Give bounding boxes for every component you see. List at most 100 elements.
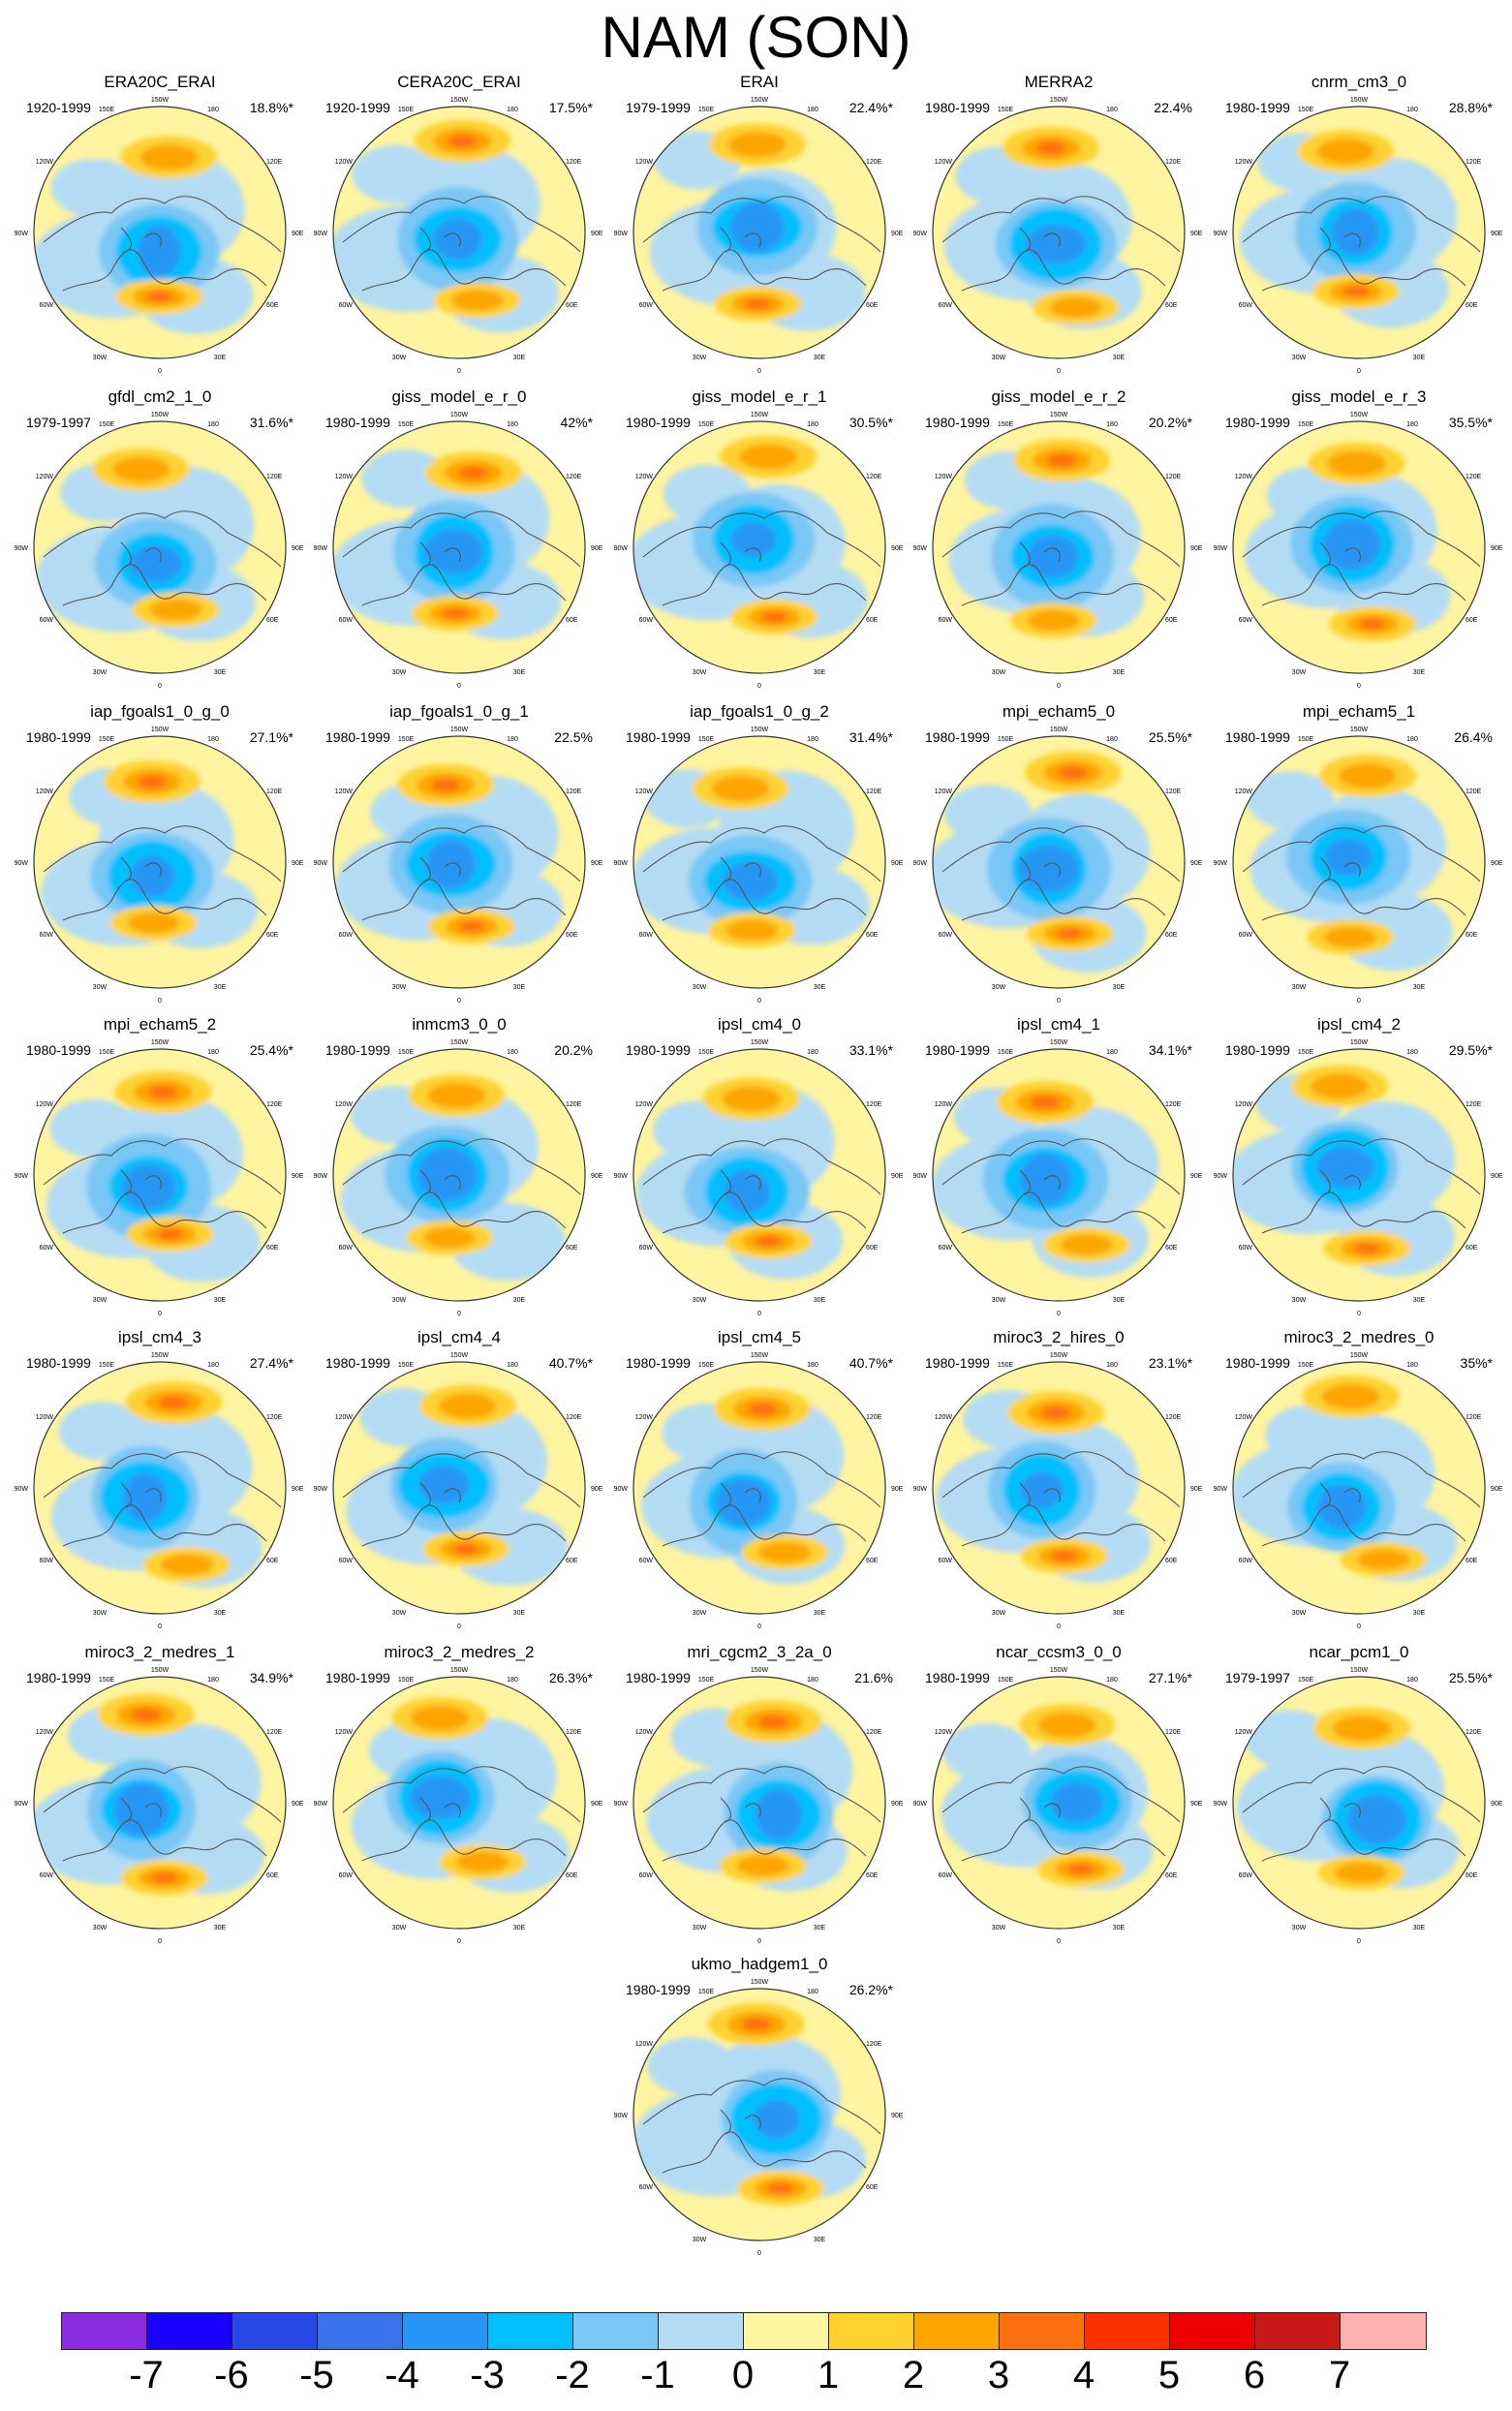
longitude-label: 90W (314, 860, 327, 867)
longitude-label: 0 (1057, 368, 1061, 373)
panel-title: ipsl_cm4_2 (1317, 1015, 1401, 1034)
polar-stereographic-map: 150W 180 150E 120W 120E 90W 90E 60W 60E 30W 30E 0 (1214, 412, 1503, 688)
longitude-label: 30W (693, 1925, 707, 1932)
longitude-label: 120W (36, 474, 54, 480)
longitude-label: 90E (891, 1486, 904, 1493)
negative-anomaly-contour (1247, 771, 1335, 830)
longitude-label: 150W (151, 1352, 170, 1359)
polar-stereographic-map: 150W 180 150E 120W 120E 90W 90E 60W 60E 30W 30E 0 (15, 97, 304, 373)
map-boundary (633, 1048, 886, 1302)
longitude-label: 150W (450, 1039, 469, 1046)
map-panel: 150W 180 150E 120W 120E 90W 90E 60W 60E 30W 30E 0 gi… (1214, 387, 1504, 688)
colorbar-tick-label: 2 (902, 2354, 925, 2396)
negative-anomaly-contour (1315, 1146, 1374, 1189)
longitude-label: 60E (566, 1558, 578, 1564)
longitude-label: 150W (450, 97, 469, 104)
longitude-label: 90W (15, 231, 28, 237)
longitude-label: 60W (1239, 302, 1253, 309)
longitude-label: 120W (335, 788, 354, 795)
map-panel: 150W 180 150E 120W 120E 90W 90E 60W 60E 30W 30E 0 mp… (913, 702, 1204, 1003)
longitude-label: 120E (866, 159, 882, 166)
panel-period: 1979-1999 (626, 100, 691, 115)
map-panel: 150W 180 150E 120W 120E 90W 90E 60W 60E 30W 30E 0 gi… (314, 387, 604, 688)
longitude-label: 60W (40, 1245, 54, 1252)
longitude-label: 90W (913, 1486, 927, 1493)
map-boundary (633, 735, 886, 989)
positive-anomaly-contour (1049, 296, 1102, 319)
coastlines (941, 196, 1181, 292)
map-boundary (1232, 735, 1486, 989)
panel-variance-percent: 35%* (1460, 1355, 1493, 1371)
coastlines (642, 825, 881, 921)
coastlines (1242, 1451, 1481, 1547)
positive-anomaly-contour (1359, 618, 1386, 630)
longitude-label: 30E (1113, 355, 1126, 361)
longitude-label: 120E (1466, 788, 1482, 795)
positive-anomaly-contour (145, 291, 172, 302)
longitude-label: 30E (513, 355, 526, 361)
colorbar-tick-label: -6 (214, 2354, 249, 2396)
map-panel: 150W 180 150E 120W 120E 90W 90E 60W 60E 30W 30E 0 cn… (1214, 73, 1504, 373)
longitude-label: 90E (1491, 231, 1503, 237)
longitude-label: 120E (866, 474, 882, 480)
coastlines (941, 510, 1181, 606)
longitude-label: 60E (1165, 1558, 1178, 1564)
panel-title: mpi_echam5_0 (1002, 702, 1116, 721)
longitude-label: 180 (1406, 1049, 1418, 1056)
colorbar-swatch (403, 2313, 488, 2349)
coastlines (1242, 1138, 1481, 1234)
negative-anomaly-contour (129, 544, 183, 583)
longitude-label: 30W (93, 1610, 108, 1617)
panel-variance-percent: 23.1%* (1148, 1355, 1192, 1371)
positive-anomaly-contour (151, 1872, 178, 1884)
longitude-label: 120E (266, 788, 283, 795)
longitude-label: 120W (36, 159, 54, 166)
longitude-label: 120W (335, 1414, 354, 1421)
positive-anomaly-contour (148, 1085, 178, 1099)
longitude-label: 60E (1466, 1872, 1478, 1879)
polar-stereographic-map: 150W 180 150E 120W 120E 90W 90E 60W 60E 30W 30E 0 (15, 412, 304, 688)
polar-stereographic-map: 150W 180 150E 120W 120E 90W 90E 60W 60E 30W 30E 0 (1214, 1667, 1503, 1943)
panel-title: miroc3_2_medres_0 (1283, 1328, 1435, 1346)
longitude-label: 60W (639, 932, 654, 939)
negative-anomaly-contour (425, 839, 477, 889)
panel-variance-percent: 26.4% (1454, 729, 1493, 745)
longitude-label: 150W (1350, 412, 1369, 418)
longitude-label: 90E (591, 1486, 603, 1493)
longitude-label: 90W (1214, 231, 1227, 237)
longitude-label: 150W (751, 1667, 769, 1674)
longitude-label: 150W (1050, 1352, 1068, 1359)
coastlines (43, 196, 282, 292)
longitude-label: 120E (266, 1101, 283, 1108)
map-boundary (932, 735, 1186, 989)
longitude-label: 30W (1292, 1925, 1307, 1932)
map-panel: 150W 180 150E 120W 120E 90W 90E 60W 60E 30W 30E 0 mi… (15, 1643, 305, 1943)
longitude-label: 30E (1413, 355, 1426, 361)
longitude-label: 150W (450, 412, 469, 418)
longitude-label: 120W (935, 1414, 953, 1421)
longitude-label: 90W (1214, 1486, 1227, 1493)
polar-stereographic-map: 150W 180 150E 120W 120E 90W 90E 60W 60E 30W 30E 0 (614, 1352, 904, 1628)
longitude-label: 30E (513, 1297, 526, 1304)
panel-title: mpi_echam5_2 (103, 1015, 217, 1034)
longitude-label: 60W (339, 1245, 354, 1252)
map-boundary (33, 1676, 287, 1930)
map-boundary (932, 106, 1186, 359)
map-boundary (33, 735, 287, 989)
longitude-label: 30W (992, 355, 1006, 361)
longitude-label: 60W (639, 302, 654, 309)
longitude-label: 180 (507, 107, 518, 113)
longitude-label: 60W (339, 1558, 354, 1564)
longitude-label: 120E (866, 788, 882, 795)
colorbar-swatch (1000, 2313, 1085, 2349)
longitude-label: 30E (814, 2237, 826, 2243)
longitude-label: 180 (207, 1677, 219, 1684)
panel-period: 1979-1997 (26, 415, 91, 430)
colorbar-labels: -7 -6 -5 -4 -3 -2 -1 0 1 2 3 4 5 6 7 (61, 2354, 1425, 2402)
longitude-label: 60E (266, 1872, 279, 1879)
longitude-label: 90E (891, 545, 904, 552)
longitude-label: 180 (507, 736, 518, 743)
coastlines (642, 1138, 881, 1234)
map-panel: 150W 180 150E 120W 120E 90W 90E 60W 60E 30W 30E 0 mi… (1214, 1328, 1504, 1628)
coastlines (941, 1138, 1181, 1234)
